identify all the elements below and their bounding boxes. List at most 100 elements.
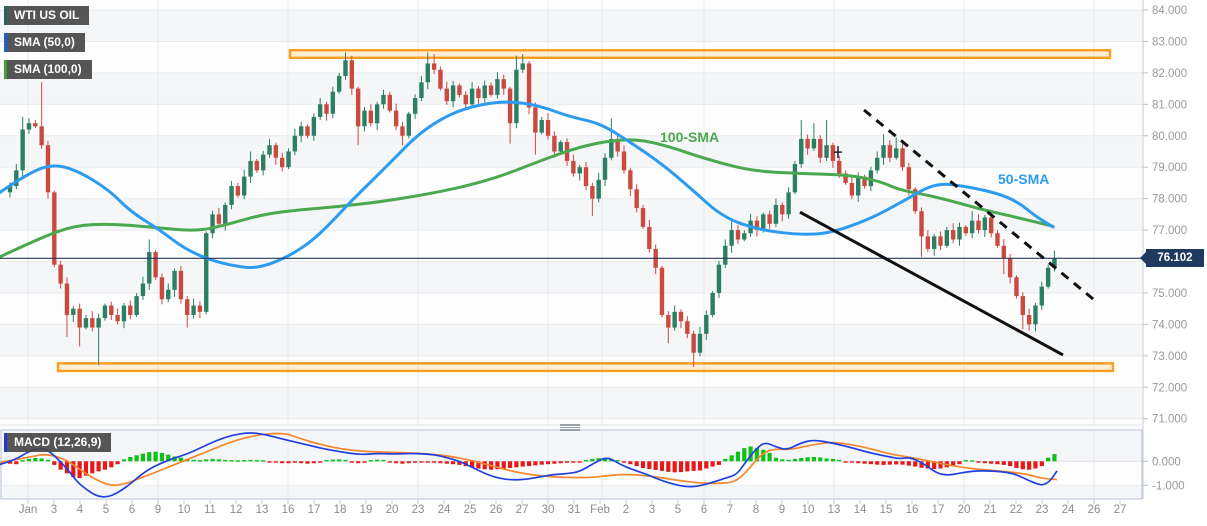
candle-body	[83, 318, 89, 328]
macd-hist-bar	[773, 457, 779, 462]
macd-hist-bar	[45, 459, 51, 462]
time-tick-label: 24	[438, 504, 451, 516]
macd-legend-label: MACD (12,26,9)	[14, 435, 102, 449]
candle-body	[381, 94, 386, 105]
candle-body	[210, 214, 215, 234]
candle-body	[995, 233, 1000, 246]
candle-body	[286, 151, 291, 168]
symbol-legend-badge[interactable]: WTI US OIL	[4, 6, 90, 25]
candle-body	[697, 333, 703, 353]
macd-hist-bar	[425, 461, 430, 463]
candle-body	[355, 88, 361, 127]
macd-hist-bar	[875, 461, 880, 465]
macd-hist-bar	[273, 461, 278, 463]
descending-trendline-dashed[interactable]	[863, 108, 1099, 305]
candle-body	[254, 160, 260, 171]
macd-hist-bar	[735, 451, 741, 462]
price-tick-label: 81.000	[1152, 99, 1187, 111]
candle-body	[1001, 245, 1007, 259]
candle-body	[393, 110, 399, 127]
macd-hist-bar	[102, 461, 108, 470]
macd-hist-bar	[343, 459, 348, 462]
candle-body	[583, 167, 589, 187]
time-tick-label: 9	[779, 504, 785, 516]
price-tick-label: 80.000	[1152, 131, 1187, 143]
candle-body	[185, 299, 190, 315]
candle-body	[799, 138, 804, 165]
macd-hist-bar	[830, 458, 835, 462]
macd-hist-bar	[337, 459, 342, 462]
candle-body	[862, 176, 867, 187]
candle-body	[387, 94, 392, 111]
macd-hist-bar	[14, 461, 19, 465]
macd-hist-bar	[685, 461, 690, 472]
macd-hist-bar	[1014, 461, 1019, 469]
macd-hist-bar	[362, 461, 367, 463]
candle-body	[514, 69, 519, 124]
candle-body	[944, 230, 950, 246]
candle-body	[204, 233, 209, 312]
candle-body	[881, 145, 886, 158]
macd-hist-bar	[913, 461, 918, 467]
macd-hist-bar	[533, 461, 538, 466]
macd-hist-bar	[596, 458, 601, 462]
candle-body	[96, 318, 101, 328]
price-tick-label: 84.000	[1152, 5, 1187, 17]
candle-body	[723, 245, 728, 265]
macd-hist-bar	[628, 461, 633, 465]
macd-hist-bar	[305, 461, 310, 464]
candle-body	[223, 204, 228, 224]
macd-hist-bar	[868, 461, 873, 465]
candle-body	[438, 69, 443, 89]
macd-hist-bar	[482, 461, 487, 470]
sma100-legend-badge[interactable]: SMA (100,0)	[4, 60, 92, 79]
candle-body	[71, 308, 76, 315]
price-axis[interactable]: 84.000 83.000 82.000 81.000 80.000 79.000 78.0…	[1143, 5, 1187, 492]
sma50-legend-badge[interactable]: SMA (50,0)	[4, 33, 85, 52]
macd-hist-bar	[267, 461, 272, 463]
macd-hist-bar	[261, 460, 266, 462]
macd-hist-bar	[153, 451, 158, 462]
descending-trendline-solid[interactable]	[799, 210, 1064, 357]
candle-body	[640, 208, 646, 227]
support-band[interactable]	[56, 362, 1115, 373]
candle-body	[20, 129, 25, 171]
time-tick-label: 18	[334, 504, 347, 516]
candle-body	[261, 154, 266, 171]
macd-hist-bar	[742, 448, 747, 462]
time-tick-label: Jan	[19, 504, 38, 516]
candle-body	[469, 88, 475, 105]
macd-hist-bar	[811, 456, 817, 462]
candle-body	[590, 186, 595, 199]
macd-hist-bar	[501, 461, 506, 469]
resistance-band[interactable]	[288, 49, 1112, 59]
time-tick-label: 26	[1088, 504, 1101, 516]
candle-body	[463, 94, 468, 105]
time-tick-label: 16	[282, 504, 295, 516]
time-tick-label: 3	[51, 504, 57, 516]
macd-hist-bar	[989, 461, 994, 464]
sma50-line[interactable]	[0, 100, 1055, 270]
candle-body	[336, 76, 342, 92]
macd-hist-bar	[381, 459, 386, 462]
macd-hist-bar	[963, 460, 968, 462]
macd-hist-bar	[799, 457, 804, 462]
time-tick-label: 4	[77, 504, 84, 516]
candle-body	[526, 63, 532, 108]
pane-resize-handle[interactable]	[560, 424, 580, 432]
price-tick-label: 78.000	[1152, 194, 1187, 206]
macd-hist-bar	[507, 461, 513, 469]
time-axis[interactable]: Jan 3 4 5 6 9 10 11 12 13 16 17 18 19 20 23 24 25 26 27 30 31…	[19, 500, 1127, 516]
macd-hist-bar	[843, 461, 848, 463]
candle-body	[539, 120, 544, 133]
sma100-line[interactable]	[0, 138, 1055, 259]
time-tick-label: 22	[1010, 504, 1023, 516]
macd-legend-badge[interactable]: MACD (12,26,9)	[4, 433, 112, 452]
row-stripe	[0, 387, 1143, 419]
candle-body	[349, 60, 355, 89]
macd-hist-bar	[520, 461, 525, 467]
candle-body	[1020, 296, 1025, 315]
candle-body	[488, 85, 494, 95]
macd-hist-bar	[39, 458, 44, 462]
